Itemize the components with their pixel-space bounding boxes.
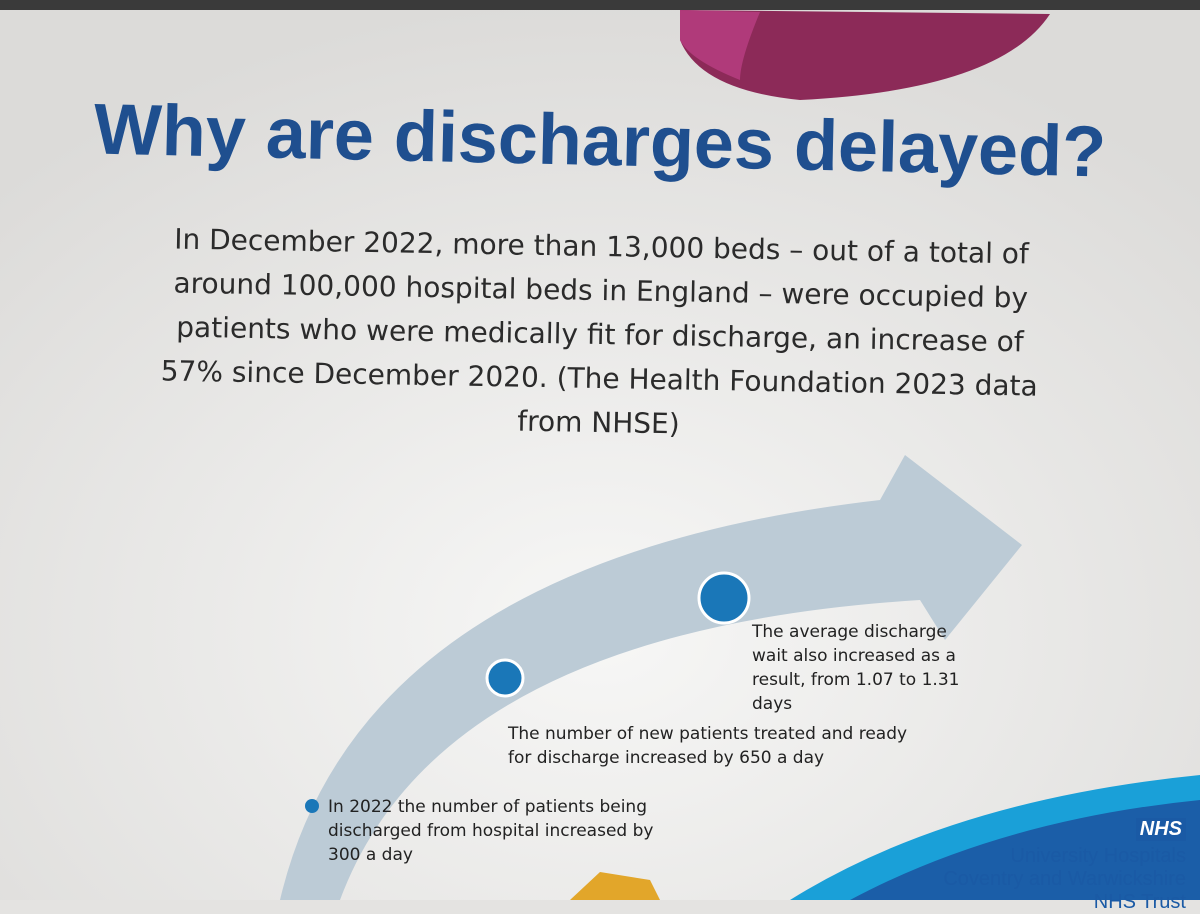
text-line: for discharge increased by 650 a day [508,748,825,768]
text-line: wait also increased as a [752,646,956,666]
decor-shape [680,10,760,80]
decor-swoosh [850,800,1200,900]
text-line: The average discharge [752,622,947,642]
arrow [280,455,1022,900]
logo-text: University Hospitals Coventry and Warwick… [943,845,1186,914]
decor-shape [680,10,1050,100]
bullet [305,799,319,813]
bullet [485,658,525,698]
text-line: result, from 1.07 to 1.31 [752,670,960,690]
point-text: The number of new patients treated and r… [508,722,907,770]
text-line: University Hospitals [1010,845,1186,867]
text-line: Coventry and Warwickshire [943,868,1186,890]
text-line: discharged from hospital increased by [328,821,654,841]
text-line: days [752,694,793,714]
text-line: The number of new patients treated and r… [508,724,908,744]
screen-edge [0,0,1200,10]
nhs-badge: NHS [1135,818,1186,841]
point-text: The average discharge wait also increased… [752,620,959,716]
text-line: In 2022 the number of patients being [328,797,647,817]
point-text: In 2022 the number of patients being disc… [328,795,653,867]
text-line: NHS Trust [1093,891,1186,913]
text-line: 300 a day [328,845,413,865]
body-text: In December 2022, more than 13,000 beds … [98,216,1102,453]
decor-shape [570,872,660,900]
bullet [697,571,751,625]
